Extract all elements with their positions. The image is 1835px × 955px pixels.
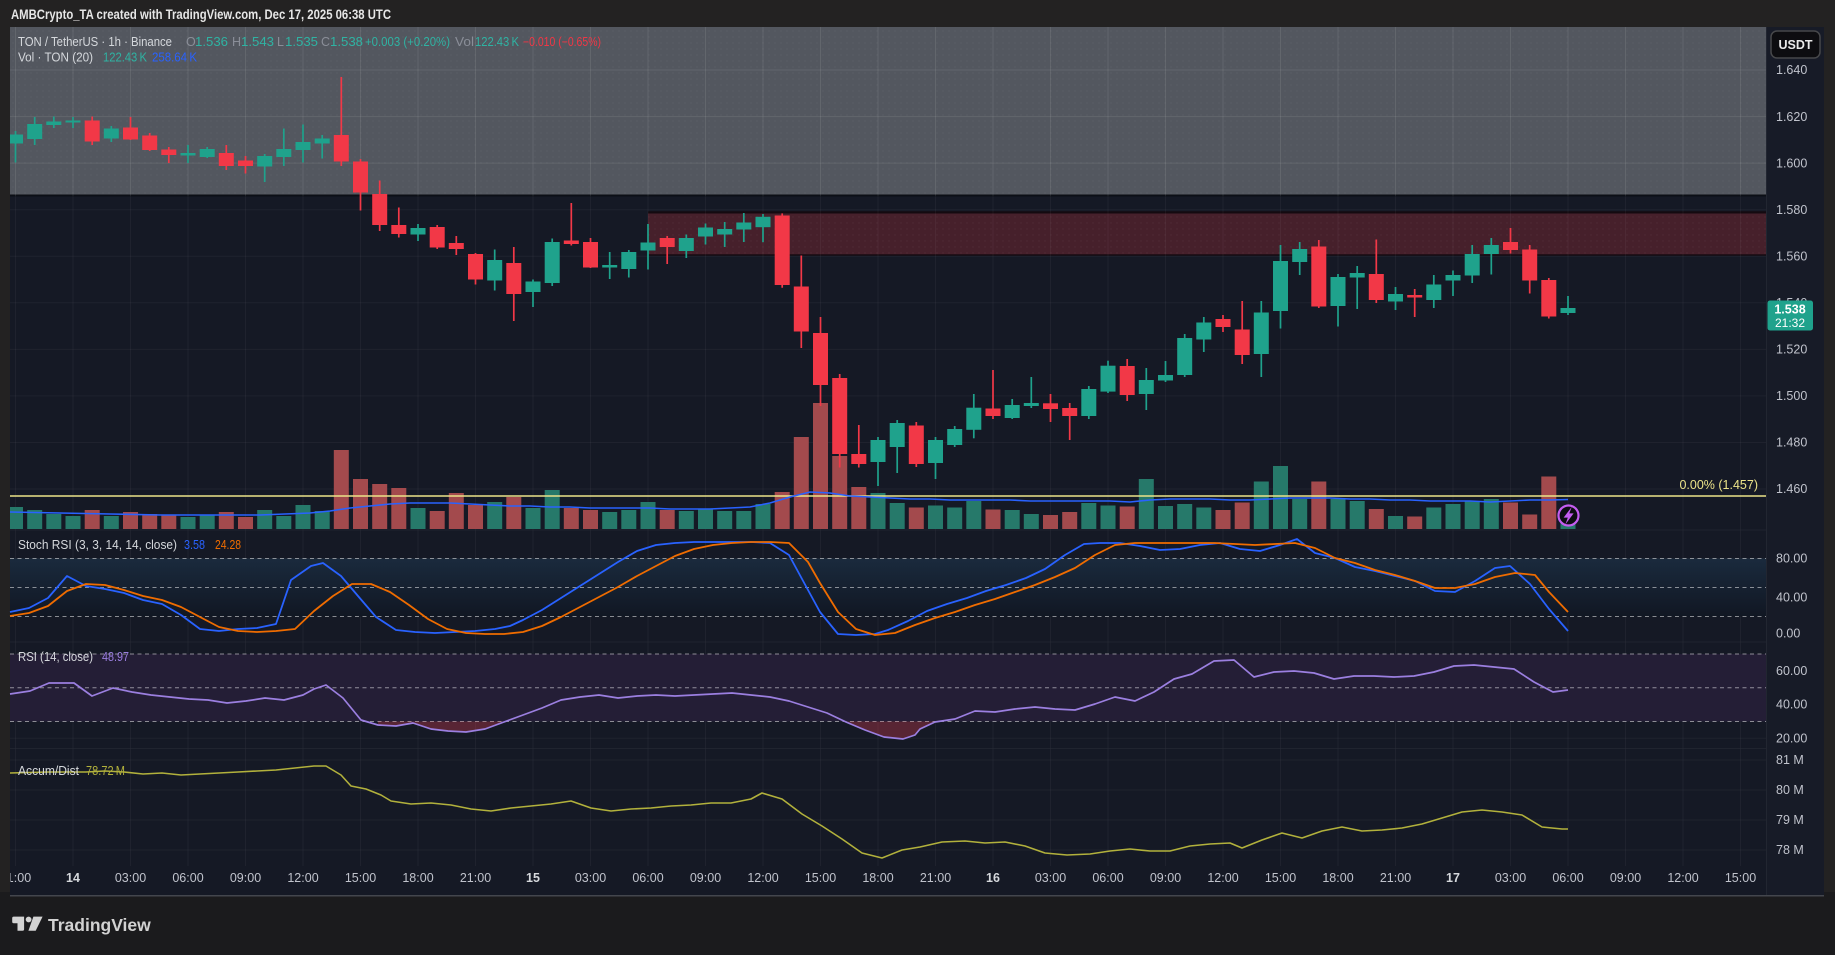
svg-text:78 M: 78 M [1776, 843, 1804, 857]
svg-text:−0.010 (−0.65%): −0.010 (−0.65%) [523, 35, 601, 49]
svg-text:06:00: 06:00 [172, 871, 203, 885]
svg-text:AMBCrypto_TA created with Trad: AMBCrypto_TA created with TradingView.co… [11, 7, 391, 22]
svg-text:18:00: 18:00 [402, 871, 433, 885]
svg-text:15:00: 15:00 [1265, 871, 1296, 885]
svg-text:06:00: 06:00 [632, 871, 663, 885]
svg-text:1.460: 1.460 [1776, 482, 1807, 496]
svg-text:09:00: 09:00 [690, 871, 721, 885]
svg-text:03:00: 03:00 [115, 871, 146, 885]
svg-text:122.43 K: 122.43 K [475, 35, 520, 49]
svg-text:60.00: 60.00 [1776, 664, 1807, 678]
svg-text:12:00: 12:00 [747, 871, 778, 885]
svg-text:USDT: USDT [1778, 38, 1812, 52]
svg-text:16: 16 [986, 871, 1000, 885]
svg-text:09:00: 09:00 [1610, 871, 1641, 885]
svg-text:15:00: 15:00 [1725, 871, 1756, 885]
svg-text:C: C [321, 35, 330, 49]
svg-text:03:00: 03:00 [1035, 871, 1066, 885]
svg-text:1.536: 1.536 [195, 35, 228, 49]
svg-text:1.520: 1.520 [1776, 343, 1807, 357]
svg-text:15:00: 15:00 [345, 871, 376, 885]
svg-text:06:00: 06:00 [1552, 871, 1583, 885]
svg-text:1.640: 1.640 [1776, 63, 1807, 77]
svg-text:1.500: 1.500 [1776, 389, 1807, 403]
svg-text:1.620: 1.620 [1776, 110, 1807, 124]
svg-text:258.64 K: 258.64 K [152, 51, 198, 65]
svg-text:0.00: 0.00 [1776, 627, 1800, 641]
svg-text:80.00: 80.00 [1776, 552, 1807, 566]
svg-text:L: L [277, 35, 284, 49]
svg-text:24.28: 24.28 [215, 538, 241, 552]
svg-text:12:00: 12:00 [1667, 871, 1698, 885]
svg-text:1.538: 1.538 [330, 35, 363, 49]
svg-text:20.00: 20.00 [1776, 731, 1807, 745]
svg-text:06:00: 06:00 [1092, 871, 1123, 885]
svg-text:17: 17 [1446, 871, 1460, 885]
svg-text:0.00% (1.457): 0.00% (1.457) [1679, 478, 1758, 492]
svg-text:Stoch RSI (3, 3, 14, 14, close: Stoch RSI (3, 3, 14, 14, close) [18, 538, 177, 552]
svg-text:1.543: 1.543 [241, 35, 274, 49]
svg-text:12:00: 12:00 [287, 871, 318, 885]
svg-text:03:00: 03:00 [575, 871, 606, 885]
svg-text:03:00: 03:00 [1495, 871, 1526, 885]
svg-text:Vol: Vol [455, 35, 474, 49]
svg-text:81 M: 81 M [1776, 753, 1804, 767]
svg-text:09:00: 09:00 [1150, 871, 1181, 885]
svg-text:1.560: 1.560 [1776, 249, 1807, 263]
svg-text:21:00: 21:00 [1380, 871, 1411, 885]
svg-text:O: O [186, 35, 196, 49]
svg-text:1.480: 1.480 [1776, 436, 1807, 450]
svg-text:18:00: 18:00 [862, 871, 893, 885]
svg-text:122.43 K: 122.43 K [103, 51, 148, 65]
svg-text:3.58: 3.58 [184, 538, 205, 552]
svg-text:1.580: 1.580 [1776, 203, 1807, 217]
svg-text:+0.003 (+0.20%): +0.003 (+0.20%) [365, 35, 450, 49]
svg-text:14: 14 [66, 871, 80, 885]
svg-text:1.535: 1.535 [285, 35, 318, 49]
svg-text:21:00: 21:00 [460, 871, 491, 885]
svg-text:1.600: 1.600 [1776, 156, 1807, 170]
svg-text:79 M: 79 M [1776, 813, 1804, 827]
svg-text:78.72 M: 78.72 M [86, 764, 125, 778]
svg-text:18:00: 18:00 [1322, 871, 1353, 885]
svg-text:Vol · TON (20): Vol · TON (20) [18, 51, 93, 65]
svg-text:1.538: 1.538 [1774, 303, 1805, 317]
svg-text:TON / TetherUS · 1h · Binance: TON / TetherUS · 1h · Binance [18, 35, 172, 49]
svg-text:21:32: 21:32 [1775, 316, 1805, 330]
svg-text:21:00: 21:00 [0, 871, 31, 885]
svg-text:Accum/Dist: Accum/Dist [18, 764, 80, 778]
svg-text:40.00: 40.00 [1776, 698, 1807, 712]
svg-text:RSI (14, close): RSI (14, close) [18, 650, 93, 664]
svg-text:80 M: 80 M [1776, 783, 1804, 797]
svg-text:48.97: 48.97 [102, 650, 129, 664]
svg-text:H: H [232, 35, 241, 49]
svg-text:40.00: 40.00 [1776, 590, 1807, 604]
svg-text:21:00: 21:00 [920, 871, 951, 885]
svg-text:12:00: 12:00 [1207, 871, 1238, 885]
svg-text:15: 15 [526, 871, 540, 885]
svg-text:09:00: 09:00 [230, 871, 261, 885]
svg-text:15:00: 15:00 [805, 871, 836, 885]
svg-text:TradingView: TradingView [48, 915, 151, 935]
